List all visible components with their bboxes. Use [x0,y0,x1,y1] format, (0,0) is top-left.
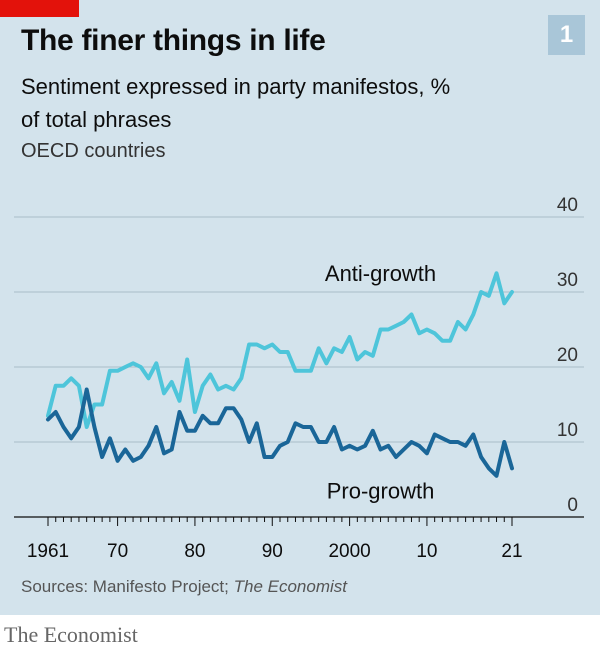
x-tick-label: 80 [184,541,205,562]
series-lines [46,271,514,478]
series-line-anti-growth [46,271,514,429]
chart-subsubtitle: OECD countries [21,140,166,162]
chart-subtitle: Sentiment expressed in party manifestos,… [21,74,451,132]
red-tag [0,0,79,17]
y-tick-label: 0 [567,495,578,516]
x-axis [47,517,513,526]
y-tick-label: 20 [557,345,578,366]
chart-labels: 0 10 20 30 40 1961 70 80 90 2000 10 21 Anti-growth Pr… [27,195,578,562]
x-tick-label: 1961 [27,541,69,562]
series-label-pro-growth: Pro-growth [327,478,435,503]
x-tick-label: 10 [416,541,437,562]
x-tick-label: 70 [107,541,128,562]
source-prefix: Sources: Manifesto Project; [21,577,229,596]
x-tick-label: 90 [262,541,283,562]
x-tick-label: 21 [501,541,522,562]
chart-number-badge: 1 [548,15,585,55]
y-tick-label: 40 [557,195,578,216]
line-chart: 0 10 20 30 40 1961 70 80 90 2000 10 21 Anti-growth Pr… [14,195,584,562]
y-tick-label: 10 [557,420,578,441]
y-tick-label: 30 [557,270,578,291]
series-label-anti-growth: Anti-growth [325,261,436,286]
source-note: Sources: Manifesto Project; The Economis… [21,577,347,597]
source-italic: The Economist [233,577,347,596]
chart-title: The finer things in life [21,24,326,57]
economist-logo-text: The Economist [4,622,138,647]
chart-panel [0,0,600,615]
x-tick-label: 2000 [328,541,370,562]
series-line-pro-growth [46,387,514,478]
